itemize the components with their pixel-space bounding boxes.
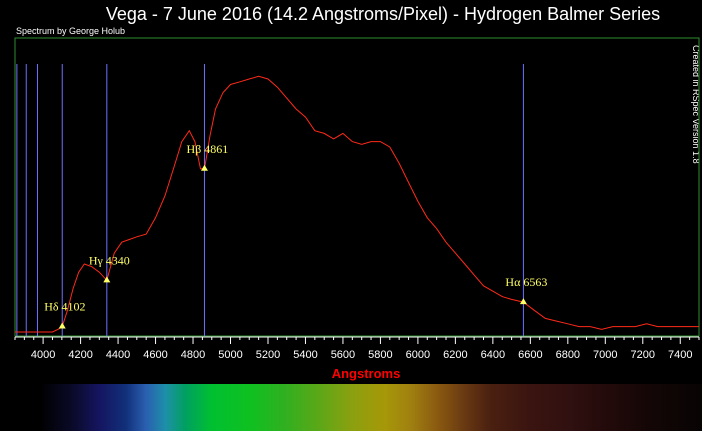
credit-text: Spectrum by George Holub	[16, 26, 126, 36]
x-tick-label: 6800	[556, 349, 580, 361]
x-tick-label: 4400	[106, 349, 130, 361]
line-label-0: Hδ 4102	[44, 300, 85, 314]
x-axis-label: Angstroms	[331, 366, 401, 381]
balmer-lines-group	[16, 64, 524, 336]
x-tick-label: 7000	[593, 349, 617, 361]
x-tick-label: 6400	[481, 349, 505, 361]
x-tick-label: 7200	[631, 349, 655, 361]
x-tick-label: 5000	[218, 349, 242, 361]
x-tick-label: 5800	[368, 349, 392, 361]
chart-title: Vega - 7 June 2016 (14.2 Angstroms/Pixel…	[105, 4, 661, 24]
x-tick-label: 4600	[143, 349, 167, 361]
line-marker-3	[519, 298, 527, 305]
line-label-2: Hβ 4861	[186, 142, 228, 156]
plot-frame	[14, 37, 700, 337]
x-axis-ticks: 4000 4200 4400 4600 4800 5000 5200 5400 5600 5800…	[14, 337, 700, 361]
x-tick-label: 4000	[31, 349, 55, 361]
line-marker-2	[200, 164, 208, 171]
annotation-group: Hδ 4102 Hγ 4340 Hβ 4861 Hα 6563	[44, 142, 547, 329]
spectrum-series-line	[15, 75, 699, 333]
x-tick-label: 5600	[331, 349, 355, 361]
line-label-3: Hα 6563	[505, 275, 547, 289]
x-tick-label: 5400	[293, 349, 317, 361]
line-label-1: Hγ 4340	[89, 253, 130, 267]
x-tick-label: 7400	[668, 349, 692, 361]
spectrum-color-strip	[40, 384, 702, 431]
line-marker-0	[58, 322, 66, 329]
line-marker-1	[103, 276, 111, 283]
x-tick-label: 4200	[68, 349, 92, 361]
x-tick-label: 4800	[181, 349, 205, 361]
x-tick-label: 6200	[443, 349, 467, 361]
x-tick-label: 6600	[518, 349, 542, 361]
software-note: Created in RSpec Version 1.8	[691, 45, 701, 164]
x-tick-label: 5200	[256, 349, 280, 361]
x-tick-label: 6000	[406, 349, 430, 361]
